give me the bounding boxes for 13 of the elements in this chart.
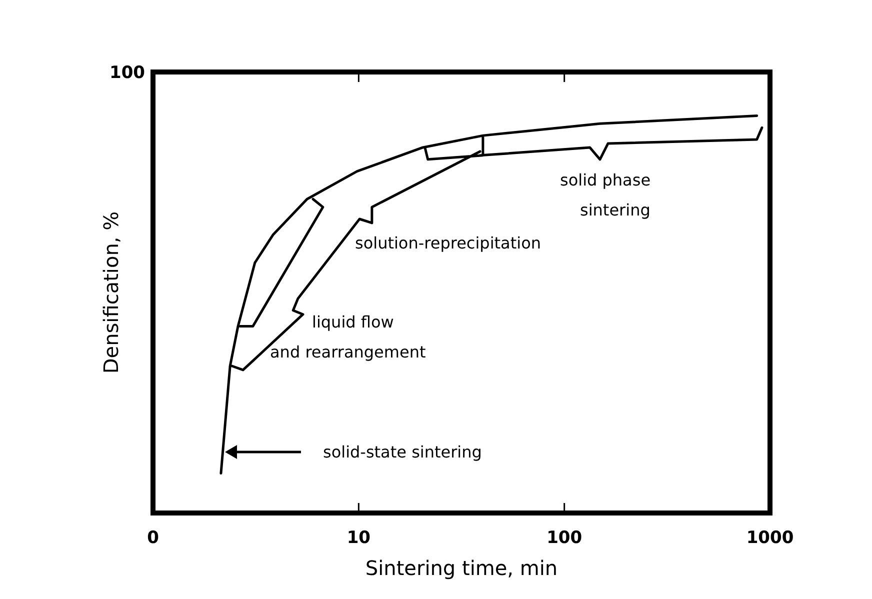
annotation: solid-state sintering <box>323 442 482 462</box>
annotation: sintering <box>580 200 650 220</box>
annotation: solid phase <box>560 170 651 190</box>
x-tick-label: 1000 <box>746 528 794 548</box>
annotation: liquid flow <box>312 312 394 332</box>
x-axis-title: Sintering time, min <box>365 556 558 580</box>
x-tick-label: 100 <box>546 528 582 548</box>
x-tick-label: 10 <box>346 528 371 548</box>
text: 100 <box>110 62 146 83</box>
annotation: solution-reprecipitation <box>355 234 541 253</box>
x-tick-label: 0 <box>147 528 160 548</box>
y-axis-title: Densification, % <box>99 211 123 374</box>
annotation: and rearrangement <box>270 342 426 362</box>
